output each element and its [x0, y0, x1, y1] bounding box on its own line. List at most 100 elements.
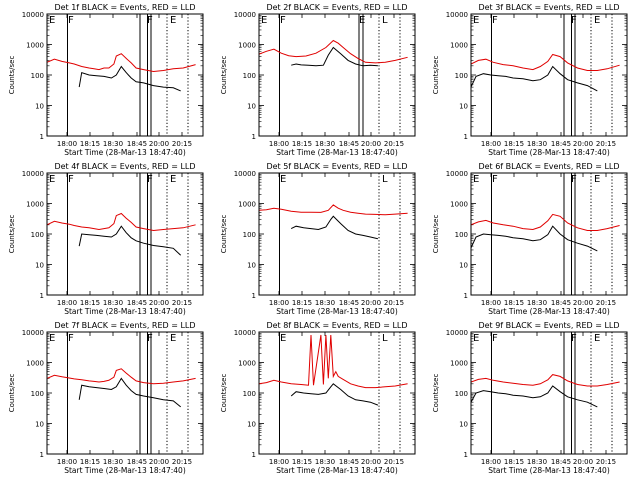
marker-letter: E — [170, 174, 176, 185]
x-tick-label: 20:15 — [172, 299, 192, 307]
marker-letter: F — [571, 174, 577, 185]
x-tick-label: 18:45 — [127, 299, 147, 307]
x-axis-label: Start Time (28-Mar-13 18:47:40) — [276, 466, 398, 475]
marker-letter: E — [280, 333, 286, 344]
y-tick-label: 1000 — [450, 201, 468, 209]
y-axis-label: Counts/sec — [220, 374, 228, 413]
x-tick-label: 18:15 — [292, 140, 312, 148]
marker-letter: E — [473, 174, 479, 185]
y-tick-label: 10000 — [22, 170, 44, 178]
panel-det-8: Det 8f BLACK = Events, RED = LLD Counts/s… — [220, 321, 416, 475]
y-tick-label: 100 — [31, 231, 44, 239]
y-tick-label: 1000 — [26, 42, 44, 50]
y-tick-label: 1 — [40, 133, 44, 141]
y-tick-label: 1 — [40, 292, 44, 300]
x-tick-label: 18:30 — [103, 140, 123, 148]
panel-title: Det 2f BLACK = Events, RED = LLD — [266, 3, 407, 12]
lld-series-line — [47, 368, 196, 385]
events-series-line — [471, 225, 598, 252]
y-tick-label: 10000 — [234, 11, 256, 19]
marker-letter: E — [359, 15, 365, 26]
panel-title: Det 8f BLACK = Events, RED = LLD — [266, 321, 407, 330]
marker-letter: F — [68, 174, 74, 185]
x-tick-label: 18:15 — [80, 458, 100, 466]
marker-letter: F — [147, 174, 153, 185]
plot-frame — [46, 331, 204, 455]
x-axis-label: Start Time (28-Mar-13 18:47:40) — [488, 148, 610, 157]
x-tick-label: 18:30 — [103, 299, 123, 307]
marker-letter: E — [49, 333, 55, 344]
y-tick-label: 1000 — [26, 360, 44, 368]
x-tick-label: 20:00 — [573, 458, 593, 466]
y-tick-label: 10000 — [234, 329, 256, 337]
x-tick-label: 20:00 — [149, 458, 169, 466]
y-tick-label: 10000 — [22, 329, 44, 337]
x-tick-label: 20:00 — [573, 140, 593, 148]
x-tick-label: 18:00 — [57, 299, 77, 307]
x-tick-label: 18:00 — [481, 299, 501, 307]
marker-letter: E — [170, 15, 176, 26]
marker-letter: E — [473, 15, 479, 26]
y-tick-label: 1000 — [450, 42, 468, 50]
y-axis-label: Counts/sec — [220, 215, 228, 254]
y-tick-label: 10000 — [446, 170, 468, 178]
y-tick-label: 1000 — [450, 360, 468, 368]
lld-series-line — [259, 39, 408, 64]
marker-letter: E — [280, 174, 286, 185]
y-tick-label: 1 — [40, 451, 44, 459]
x-tick-label: 20:00 — [361, 299, 381, 307]
marker-letter: E — [473, 333, 479, 344]
x-axis-label: Start Time (28-Mar-13 18:47:40) — [488, 307, 610, 316]
x-tick-label: 18:30 — [527, 299, 547, 307]
marker-letter: F — [571, 333, 577, 344]
x-tick-label: 18:15 — [80, 299, 100, 307]
panel-title: Det 5f BLACK = Events, RED = LLD — [266, 162, 407, 171]
x-tick-label: 18:15 — [80, 140, 100, 148]
x-axis-label: Start Time (28-Mar-13 18:47:40) — [64, 307, 186, 316]
x-tick-label: 20:15 — [172, 140, 192, 148]
y-tick-label: 10000 — [446, 11, 468, 19]
x-tick-label: 20:00 — [361, 140, 381, 148]
y-tick-label: 10 — [247, 103, 256, 111]
marker-letter: E — [594, 333, 600, 344]
y-tick-label: 1 — [464, 451, 468, 459]
lld-series-line — [47, 53, 196, 73]
y-tick-label: 100 — [455, 231, 468, 239]
y-tick-label: 1000 — [26, 201, 44, 209]
y-axis-label: Counts/sec — [8, 374, 16, 413]
plot-frame — [258, 331, 416, 455]
x-tick-label: 20:15 — [384, 299, 404, 307]
y-axis-label: Counts/sec — [8, 215, 16, 254]
panel-title: Det 7f BLACK = Events, RED = LLD — [54, 321, 195, 330]
x-tick-label: 18:00 — [57, 458, 77, 466]
x-tick-label: 18:00 — [481, 140, 501, 148]
x-tick-label: 18:00 — [269, 299, 289, 307]
y-tick-label: 10 — [35, 421, 44, 429]
plot-frame — [470, 13, 628, 137]
marker-letter: F — [492, 15, 498, 26]
events-series-line — [291, 46, 378, 67]
x-tick-label: 18:30 — [315, 140, 335, 148]
x-tick-label: 20:15 — [384, 458, 404, 466]
lld-series-line — [471, 213, 620, 231]
x-axis-label: Start Time (28-Mar-13 18:47:40) — [488, 466, 610, 475]
x-axis-label: Start Time (28-Mar-13 18:47:40) — [64, 466, 186, 475]
x-tick-label: 20:15 — [596, 458, 616, 466]
y-tick-label: 10 — [247, 421, 256, 429]
x-tick-label: 18:15 — [292, 299, 312, 307]
events-series-line — [471, 65, 598, 92]
lld-series-line — [259, 334, 408, 389]
y-tick-label: 1000 — [238, 201, 256, 209]
events-series-line — [78, 225, 182, 256]
x-axis-label: Start Time (28-Mar-13 18:47:40) — [276, 148, 398, 157]
x-tick-label: 20:15 — [172, 458, 192, 466]
panel-title: Det 6f BLACK = Events, RED = LLD — [478, 162, 619, 171]
y-tick-label: 1 — [464, 133, 468, 141]
marker-letter: F — [492, 333, 498, 344]
x-tick-label: 18:45 — [551, 299, 571, 307]
marker-letter: E — [49, 15, 55, 26]
y-tick-label: 10 — [459, 421, 468, 429]
marker-letter: F — [280, 15, 286, 26]
x-tick-label: 18:15 — [504, 299, 524, 307]
